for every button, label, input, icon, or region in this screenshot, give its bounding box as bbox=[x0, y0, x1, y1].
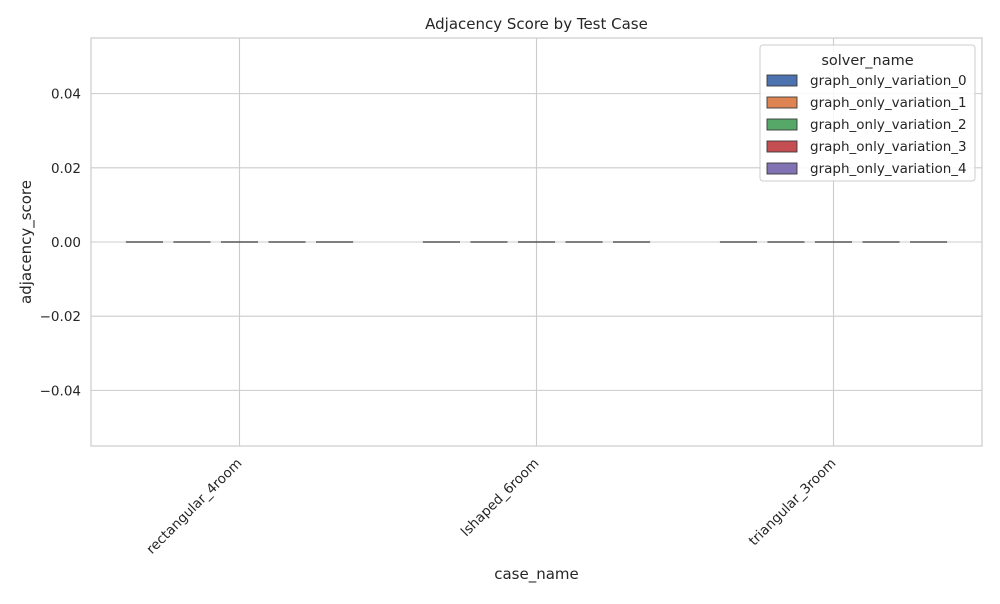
legend-swatch bbox=[766, 140, 798, 153]
chart-title: Adjacency Score by Test Case bbox=[425, 15, 648, 33]
legend: solver_name graph_only_variation_0graph_… bbox=[759, 44, 976, 182]
plot-frame bbox=[90, 37, 983, 447]
x-axis-label: case_name bbox=[494, 565, 579, 584]
legend-swatch bbox=[766, 74, 798, 87]
legend-label: graph_only_variation_2 bbox=[810, 117, 967, 133]
legend-box bbox=[759, 44, 976, 182]
legend-items: graph_only_variation_0 graph_only_variati… bbox=[766, 73, 967, 177]
legend-label: graph_only_variation_1 bbox=[810, 95, 967, 111]
legend-swatch bbox=[766, 118, 798, 131]
legend-swatch bbox=[766, 96, 798, 109]
y-tick-labels: −0.04 −0.02 0.00 0.02 0.04 bbox=[40, 87, 81, 400]
legend-label: graph_only_variation_0 bbox=[810, 73, 967, 89]
legend-label: graph_only_variation_4 bbox=[810, 161, 967, 177]
y-tick-label: 0.00 bbox=[51, 235, 81, 251]
y-tick-label: 0.04 bbox=[51, 87, 81, 103]
y-tick-label: −0.04 bbox=[40, 383, 81, 399]
y-tick-label: −0.02 bbox=[40, 309, 81, 325]
legend-swatch bbox=[766, 162, 798, 175]
legend-title: solver_name bbox=[821, 53, 913, 69]
y-tick-label: 0.02 bbox=[51, 161, 81, 177]
y-axis-label: adjacency_score bbox=[17, 180, 36, 304]
legend-label: graph_only_variation_3 bbox=[810, 139, 967, 155]
